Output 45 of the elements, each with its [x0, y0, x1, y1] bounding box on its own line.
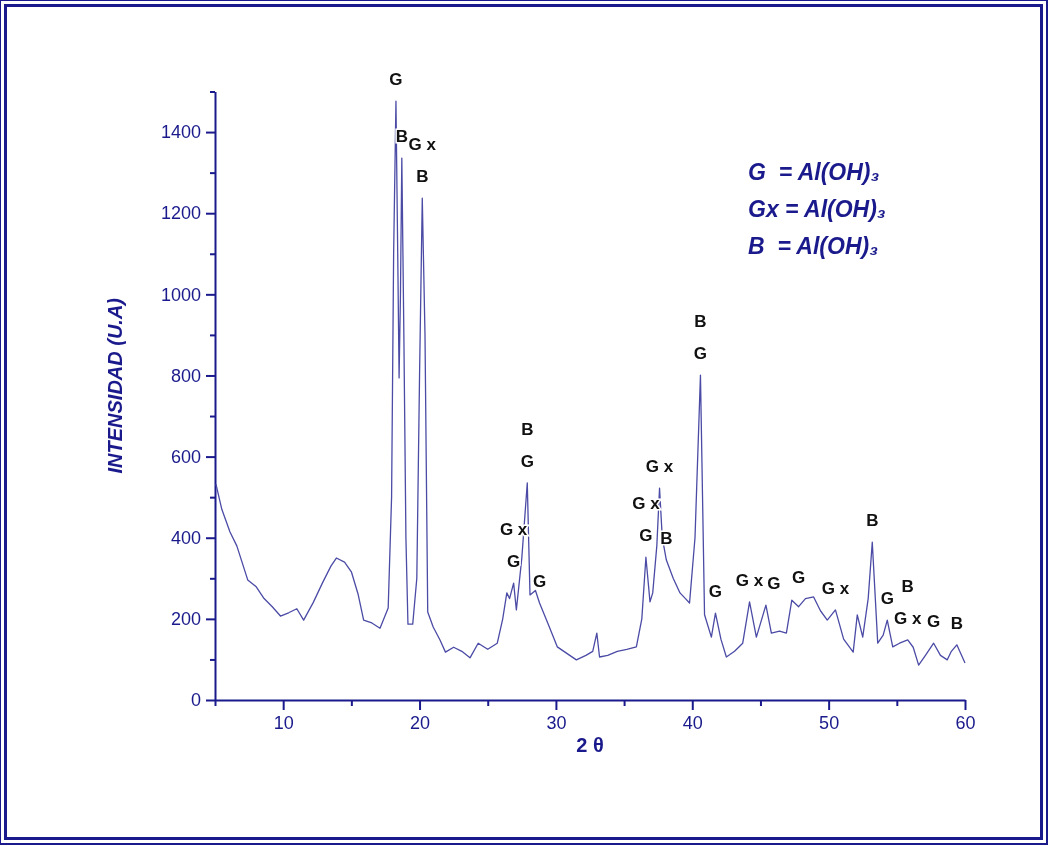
annotation: B	[521, 419, 534, 439]
x-tick-label: 30	[546, 712, 567, 733]
annotation: G x	[408, 134, 437, 154]
annotation: G	[520, 451, 534, 471]
annotation: G	[767, 573, 781, 593]
y-tick-label: 1200	[160, 203, 201, 224]
annotation: G	[693, 343, 708, 363]
annotation: B	[395, 126, 408, 146]
annotation: G x	[735, 570, 764, 590]
y-tick-label: 200	[170, 609, 201, 630]
annotation: G = Al(OH)₃	[748, 159, 880, 185]
line-series	[215, 100, 966, 666]
y-tick-label: 1000	[160, 284, 201, 305]
annotation: G x	[821, 578, 850, 598]
annotation: B	[694, 311, 707, 331]
annotation: G	[792, 567, 806, 587]
x-tick-label: 40	[682, 712, 703, 733]
annotation: G	[880, 588, 894, 608]
x-tick-label: 60	[955, 712, 976, 733]
x-tick-label: 20	[410, 712, 431, 733]
y-axis-title: INTENSIDAD (U.A)	[104, 297, 126, 474]
annotation: G x	[894, 608, 922, 628]
annotation: B	[950, 613, 963, 633]
annotation: B	[416, 166, 429, 186]
annotation: G	[389, 69, 403, 89]
y-tick-label: 600	[170, 446, 201, 467]
annotation: G	[532, 571, 547, 591]
annotation: G	[708, 581, 723, 601]
x-axis-title: 2 θ	[576, 734, 604, 756]
annotation: G	[507, 551, 521, 571]
annotation: B	[660, 528, 673, 548]
x-tick-label: 10	[273, 712, 294, 733]
annotation: B	[901, 576, 914, 596]
annotation: G x	[645, 456, 674, 476]
y-tick-label: 400	[170, 527, 201, 548]
annotation: Gx = Al(OH)₃	[748, 196, 886, 222]
annotation: G x	[499, 519, 528, 539]
annotation: B	[866, 510, 879, 530]
annotation: G	[639, 525, 653, 545]
y-tick-label: 800	[170, 365, 201, 386]
x-tick-label: 50	[819, 712, 840, 733]
annotation: G	[927, 611, 941, 631]
y-tick-label: 1400	[160, 122, 201, 143]
y-tick-label: 0	[190, 690, 201, 711]
annotation: B = Al(OH)₃	[748, 233, 879, 259]
